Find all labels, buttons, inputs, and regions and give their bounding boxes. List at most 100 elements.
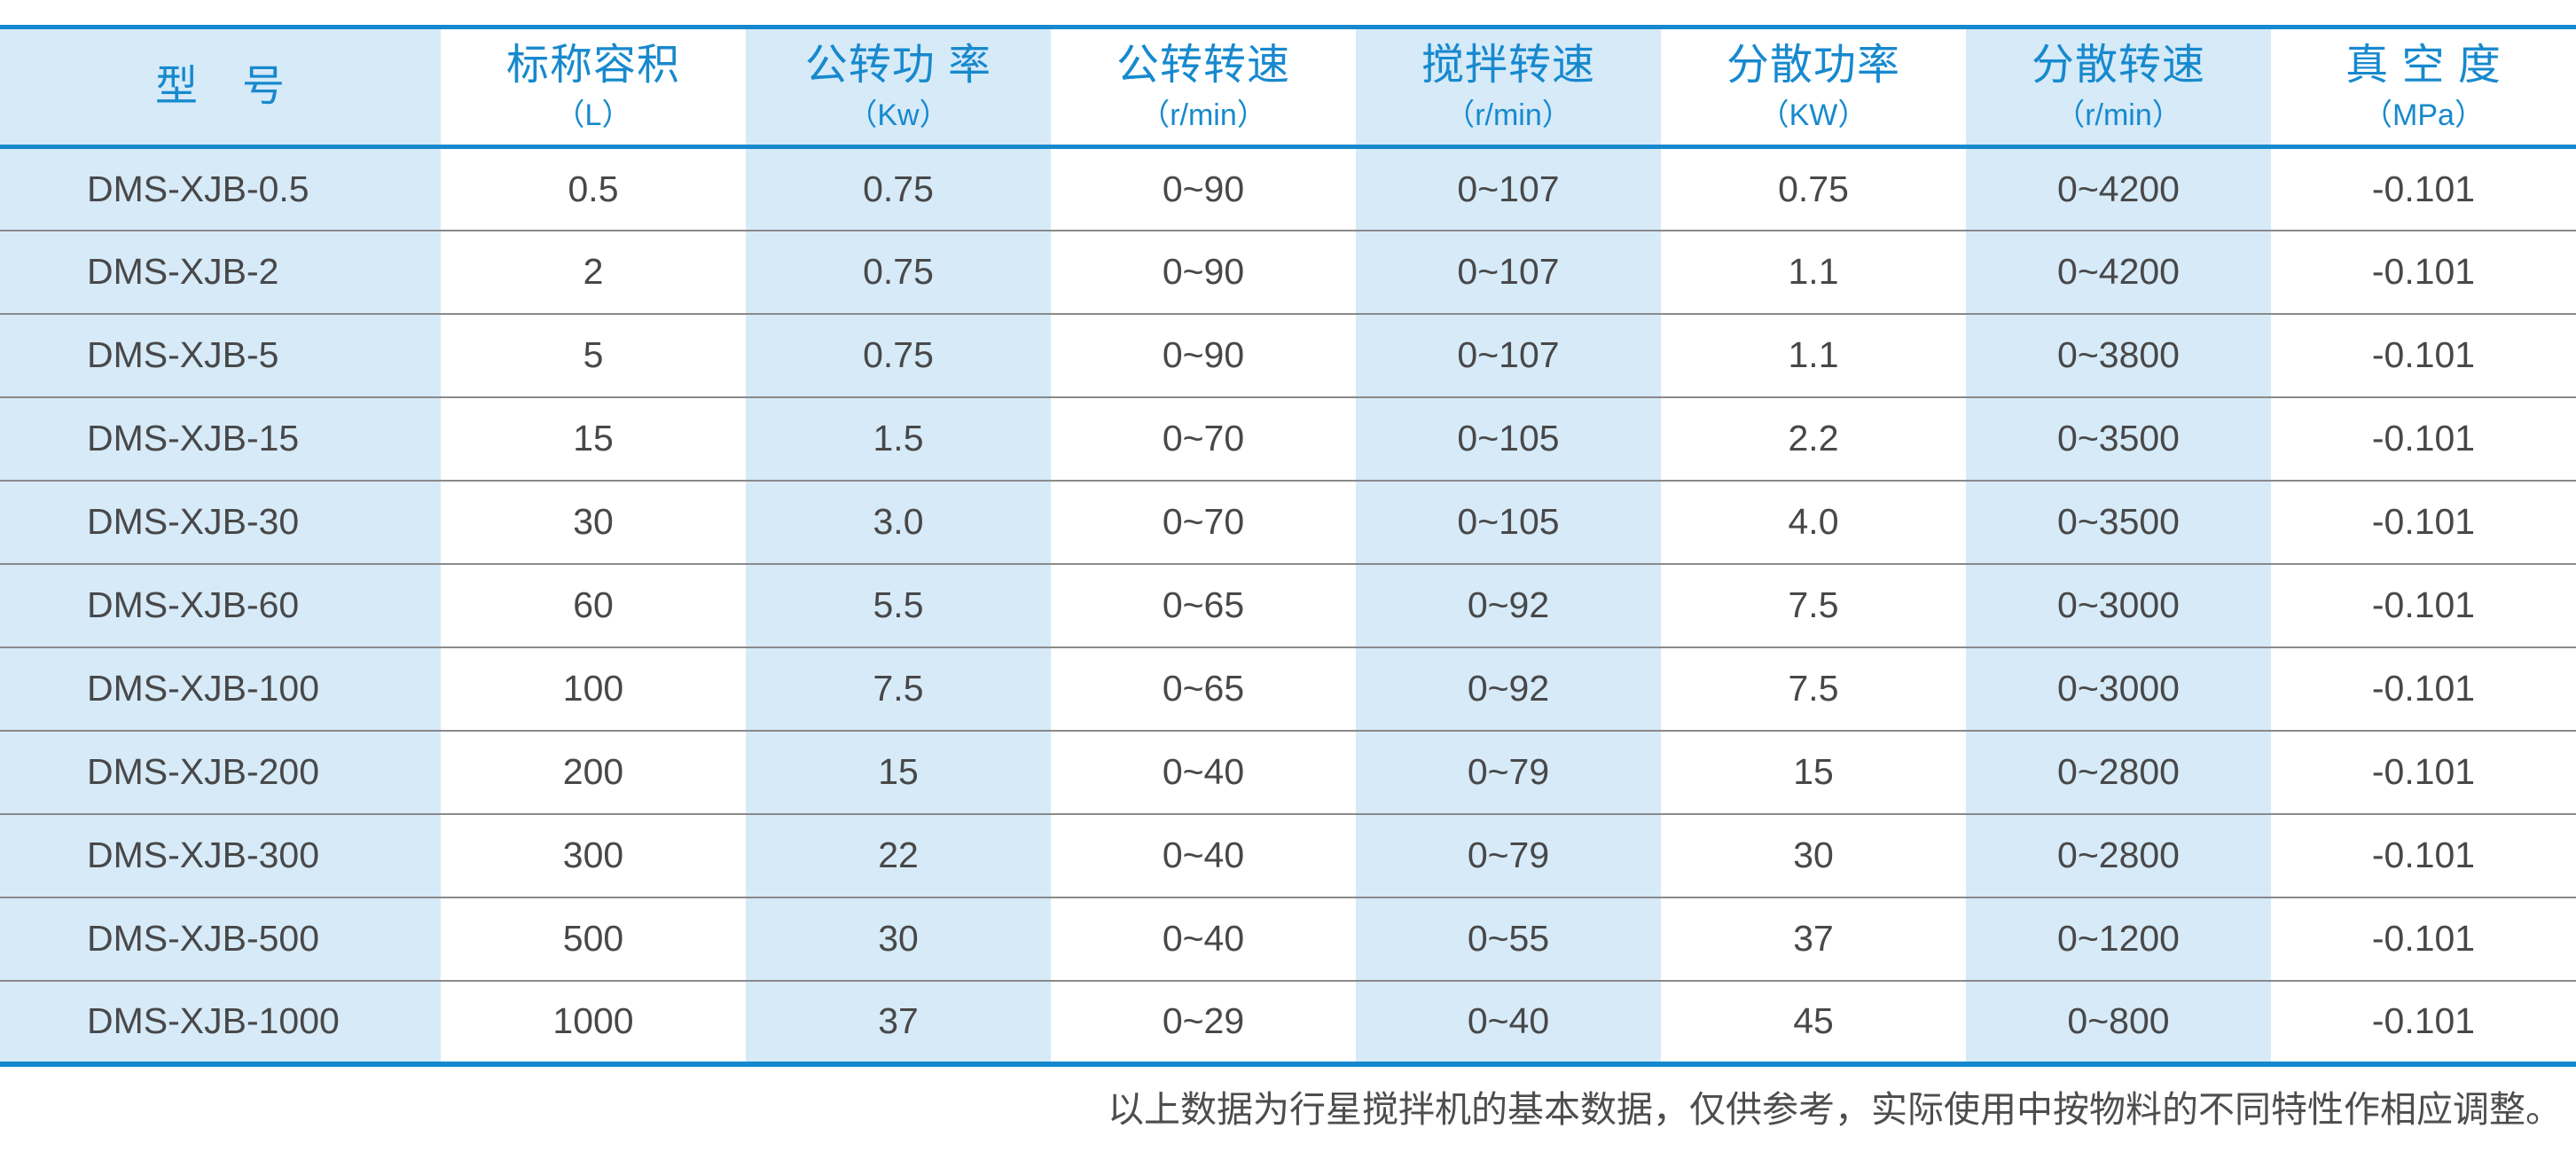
header-row: 型 号 标称容积 （L） 公转功 率 （Kw） 公转转速 （r/min） 搅拌转… bbox=[0, 27, 2576, 149]
table-cell: 3.0 bbox=[746, 479, 1051, 564]
table-cell: 15 bbox=[1661, 729, 1966, 814]
table-cell: 0~90 bbox=[1051, 229, 1356, 314]
column-header-unit: （Kw） bbox=[847, 98, 950, 132]
table-cell: DMS-XJB-15 bbox=[0, 396, 441, 481]
table-row: DMS-XJB-1000 1000 37 0~29 0~40 45 0~800 -0.101 bbox=[0, 979, 2576, 1064]
table-cell: 1.1 bbox=[1661, 312, 1966, 397]
column-header-unit: （r/min） bbox=[2055, 98, 2182, 132]
table-cell: 45 bbox=[1661, 979, 1966, 1064]
table-cell: DMS-XJB-200 bbox=[0, 729, 441, 814]
table-cell: 0~105 bbox=[1356, 396, 1661, 481]
column-header-model: 型 号 bbox=[0, 27, 441, 149]
table-cell: 0~65 bbox=[1051, 562, 1356, 647]
table-cell: 4.0 bbox=[1661, 479, 1966, 564]
table-cell: 2 bbox=[441, 229, 746, 314]
table-cell: 60 bbox=[441, 562, 746, 647]
table-cell: 0~3800 bbox=[1966, 312, 2271, 397]
table-cell: 500 bbox=[441, 896, 746, 981]
table-cell: 200 bbox=[441, 729, 746, 814]
table-cell: -0.101 bbox=[2271, 146, 2576, 231]
table-cell: DMS-XJB-0.5 bbox=[0, 146, 441, 231]
table-cell: 0.5 bbox=[441, 146, 746, 231]
table-cell: 37 bbox=[746, 979, 1051, 1064]
table-cell: 100 bbox=[441, 646, 746, 731]
footer-note: 以上数据为行星搅拌机的基本数据，仅供参考，实际使用中按物料的不同特性作相应调整。 bbox=[1108, 1088, 2562, 1130]
table-cell: 2.2 bbox=[1661, 396, 1966, 481]
table-cell: DMS-XJB-30 bbox=[0, 479, 441, 564]
table-row: DMS-XJB-300 300 22 0~40 0~79 30 0~2800 -0.101 bbox=[0, 812, 2576, 897]
column-header-unit: （KW） bbox=[1758, 98, 1868, 132]
column-header-disp_power: 分散功率 （KW） bbox=[1661, 27, 1966, 149]
table-cell: 37 bbox=[1661, 896, 1966, 981]
column-header-unit: （MPa） bbox=[2362, 98, 2485, 132]
table-cell: 7.5 bbox=[1661, 562, 1966, 647]
table-cell: -0.101 bbox=[2271, 979, 2576, 1064]
spec-table: 型 号 标称容积 （L） 公转功 率 （Kw） 公转转速 （r/min） 搅拌转… bbox=[0, 25, 2576, 1067]
table-cell: 0~40 bbox=[1356, 979, 1661, 1064]
table-cell: 1.5 bbox=[746, 396, 1051, 481]
table-row: DMS-XJB-500 500 30 0~40 0~55 37 0~1200 -0.101 bbox=[0, 896, 2576, 981]
table-cell: DMS-XJB-1000 bbox=[0, 979, 441, 1064]
table-cell: 0~4200 bbox=[1966, 146, 2271, 231]
table-cell: 0~70 bbox=[1051, 396, 1356, 481]
column-header-rev_power: 公转功 率 （Kw） bbox=[746, 27, 1051, 149]
column-header-label: 搅拌转速 bbox=[1421, 42, 1595, 89]
table-cell: 0~105 bbox=[1356, 479, 1661, 564]
column-header-unit: （L） bbox=[554, 98, 632, 132]
table-cell: 5 bbox=[441, 312, 746, 397]
column-header-label: 分散功率 bbox=[1726, 42, 1900, 89]
table-cell: 0~3000 bbox=[1966, 562, 2271, 647]
table-cell: 0.75 bbox=[746, 146, 1051, 231]
table-cell: 30 bbox=[1661, 812, 1966, 897]
table-cell: 7.5 bbox=[1661, 646, 1966, 731]
table-cell: 0~40 bbox=[1051, 812, 1356, 897]
table-cell: DMS-XJB-60 bbox=[0, 562, 441, 647]
table-cell: -0.101 bbox=[2271, 896, 2576, 981]
table-row: DMS-XJB-30 30 3.0 0~70 0~105 4.0 0~3500 -0.101 bbox=[0, 479, 2576, 564]
column-header-disp_speed: 分散转速 （r/min） bbox=[1966, 27, 2271, 149]
table-cell: 0.75 bbox=[746, 229, 1051, 314]
table-cell: -0.101 bbox=[2271, 229, 2576, 314]
column-header-vacuum: 真 空 度 （MPa） bbox=[2271, 27, 2576, 149]
table-cell: DMS-XJB-100 bbox=[0, 646, 441, 731]
table-cell: 0~1200 bbox=[1966, 896, 2271, 981]
table-cell: -0.101 bbox=[2271, 646, 2576, 731]
table-cell: -0.101 bbox=[2271, 396, 2576, 481]
column-header-volume: 标称容积 （L） bbox=[441, 27, 746, 149]
table-row: DMS-XJB-2 2 0.75 0~90 0~107 1.1 0~4200 -0.101 bbox=[0, 229, 2576, 314]
table-cell: 1.1 bbox=[1661, 229, 1966, 314]
table-cell: DMS-XJB-500 bbox=[0, 896, 441, 981]
table-cell: 0~79 bbox=[1356, 729, 1661, 814]
table-cell: -0.101 bbox=[2271, 479, 2576, 564]
column-header-rev_speed: 公转转速 （r/min） bbox=[1051, 27, 1356, 149]
table-cell: 0~2800 bbox=[1966, 812, 2271, 897]
table-cell: 0~90 bbox=[1051, 312, 1356, 397]
table-cell: 0~107 bbox=[1356, 146, 1661, 231]
table-row: DMS-XJB-200 200 15 0~40 0~79 15 0~2800 -0.101 bbox=[0, 729, 2576, 814]
table-cell: 0~3000 bbox=[1966, 646, 2271, 731]
table-cell: 0~40 bbox=[1051, 896, 1356, 981]
table-cell: -0.101 bbox=[2271, 312, 2576, 397]
table-row: DMS-XJB-5 5 0.75 0~90 0~107 1.1 0~3800 -0.101 bbox=[0, 312, 2576, 397]
table-cell: 0~55 bbox=[1356, 896, 1661, 981]
table-cell: 0.75 bbox=[1661, 146, 1966, 231]
table-cell: -0.101 bbox=[2271, 812, 2576, 897]
table-cell: 0~70 bbox=[1051, 479, 1356, 564]
table-cell: 0~29 bbox=[1051, 979, 1356, 1064]
table-cell: 30 bbox=[746, 896, 1051, 981]
table-row: DMS-XJB-0.5 0.5 0.75 0~90 0~107 0.75 0~4200 -0.… bbox=[0, 146, 2576, 231]
table-cell: DMS-XJB-2 bbox=[0, 229, 441, 314]
table-cell: 0~92 bbox=[1356, 646, 1661, 731]
table-cell: 0~79 bbox=[1356, 812, 1661, 897]
table-cell: 7.5 bbox=[746, 646, 1051, 731]
table-cell: 0~40 bbox=[1051, 729, 1356, 814]
table-row: DMS-XJB-60 60 5.5 0~65 0~92 7.5 0~3000 -0.101 bbox=[0, 562, 2576, 647]
table-row: DMS-XJB-15 15 1.5 0~70 0~105 2.2 0~3500 -0.101 bbox=[0, 396, 2576, 481]
table-cell: 0~107 bbox=[1356, 312, 1661, 397]
table-cell: 0~107 bbox=[1356, 229, 1661, 314]
table-cell: 300 bbox=[441, 812, 746, 897]
column-header-stir_speed: 搅拌转速 （r/min） bbox=[1356, 27, 1661, 149]
table-body: DMS-XJB-0.5 0.5 0.75 0~90 0~107 0.75 0~4200 -0.… bbox=[0, 146, 2576, 1064]
table-cell: 15 bbox=[441, 396, 746, 481]
table-cell: 22 bbox=[746, 812, 1051, 897]
